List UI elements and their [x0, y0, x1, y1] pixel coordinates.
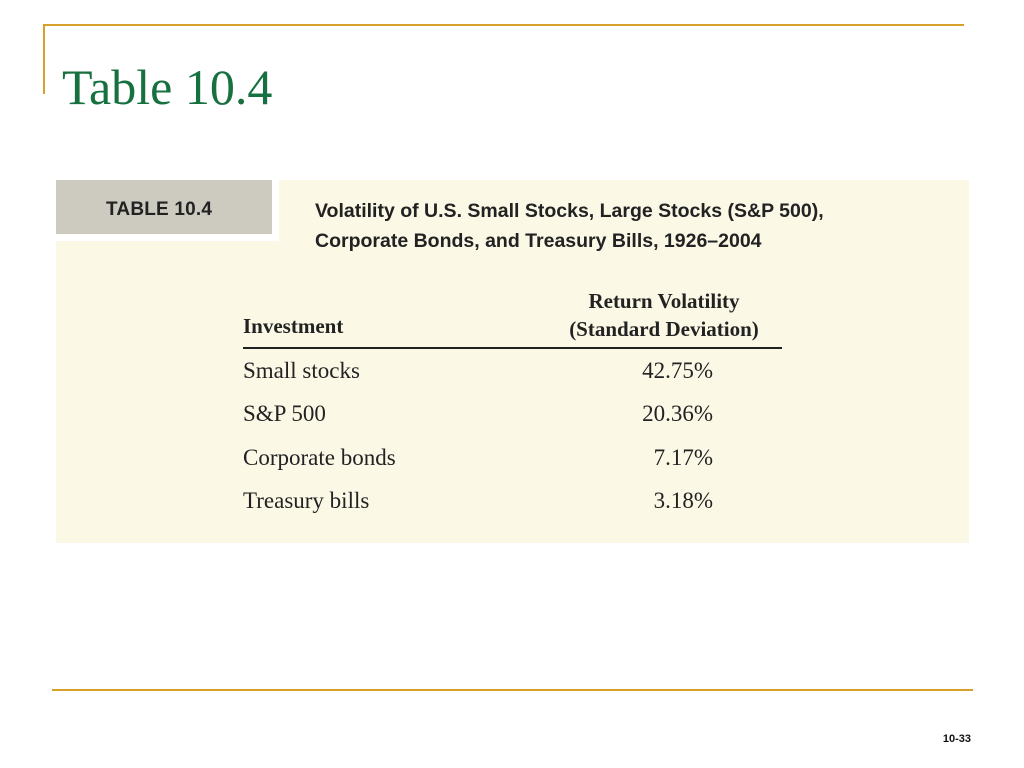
slide-bottom-rule: [52, 689, 973, 691]
column-header-volatility-line-2: (Standard Deviation): [569, 317, 759, 341]
volatility-cell: 20.36%: [642, 401, 713, 426]
table-row: Corporate bonds 7.17%: [243, 445, 713, 475]
investment-cell: Small stocks: [243, 358, 360, 383]
volatility-cell: 3.18%: [653, 488, 713, 513]
slide-top-rule: [43, 24, 964, 26]
investment-cell: Corporate bonds: [243, 445, 396, 470]
volatility-cell: 42.75%: [642, 358, 713, 383]
investment-cell: S&P 500: [243, 401, 326, 426]
investment-cell: Treasury bills: [243, 488, 370, 513]
slide-left-rule: [43, 24, 45, 94]
column-header-investment: Investment: [243, 314, 344, 338]
table-row: Treasury bills 3.18%: [243, 488, 713, 518]
column-header-volatility-line-1: Return Volatility: [588, 289, 740, 313]
table-caption-line-2: Corporate Bonds, and Treasury Bills, 192…: [315, 230, 762, 252]
volatility-cell: 7.17%: [653, 445, 713, 470]
table-row: S&P 500 20.36%: [243, 401, 713, 431]
slide-number: 10-33: [942, 733, 971, 745]
column-header-volatility: Return Volatility (Standard Deviation): [548, 287, 780, 343]
table-tab: TABLE 10.4: [56, 180, 279, 241]
table-tab-label: TABLE 10.4: [106, 199, 213, 220]
header-rule: [243, 347, 782, 349]
table-caption: Volatility of U.S. Small Stocks, Large S…: [315, 196, 945, 256]
slide-title: Table 10.4: [62, 59, 273, 115]
table-caption-line-1: Volatility of U.S. Small Stocks, Large S…: [315, 200, 824, 222]
table-row: Small stocks 42.75%: [243, 358, 713, 388]
